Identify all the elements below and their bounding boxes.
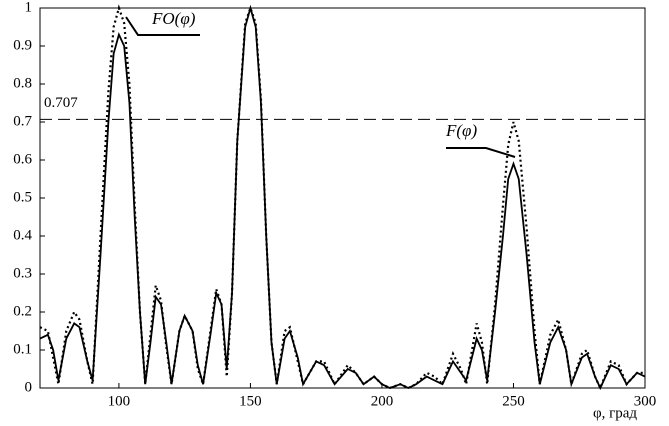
y-tick-label: 0.2 — [13, 303, 32, 319]
y-tick-label: 0 — [25, 379, 33, 395]
y-tick-label: 0.5 — [13, 189, 32, 205]
x-tick-label: 200 — [371, 393, 394, 409]
x-axis-label: φ, град — [593, 405, 637, 421]
y-tick-label: 0.4 — [13, 227, 32, 243]
x-tick-label: 100 — [108, 393, 131, 409]
x-tick-label: 300 — [634, 393, 657, 409]
series-line — [39, 4, 645, 391]
series-label: F(φ) — [445, 121, 477, 140]
y-tick-label: 0.7 — [13, 113, 32, 129]
series-line — [39, 4, 646, 391]
y-tick-label: 1 — [25, 0, 33, 15]
label-leader — [125, 16, 200, 36]
y-tick-label: 0.3 — [13, 265, 32, 281]
y-tick-label: 0.6 — [13, 151, 32, 167]
label-leader — [446, 147, 516, 158]
x-tick-label: 250 — [502, 393, 525, 409]
x-tick-label: 150 — [239, 393, 262, 409]
series-label: FO(φ) — [151, 9, 196, 28]
plot-frame — [39, 7, 646, 389]
y-tick-label: 0.9 — [13, 37, 32, 53]
y-tick-label: 0.8 — [13, 75, 32, 91]
reference-label: 0.707 — [44, 95, 78, 111]
y-tick-label: 0.1 — [13, 341, 32, 357]
